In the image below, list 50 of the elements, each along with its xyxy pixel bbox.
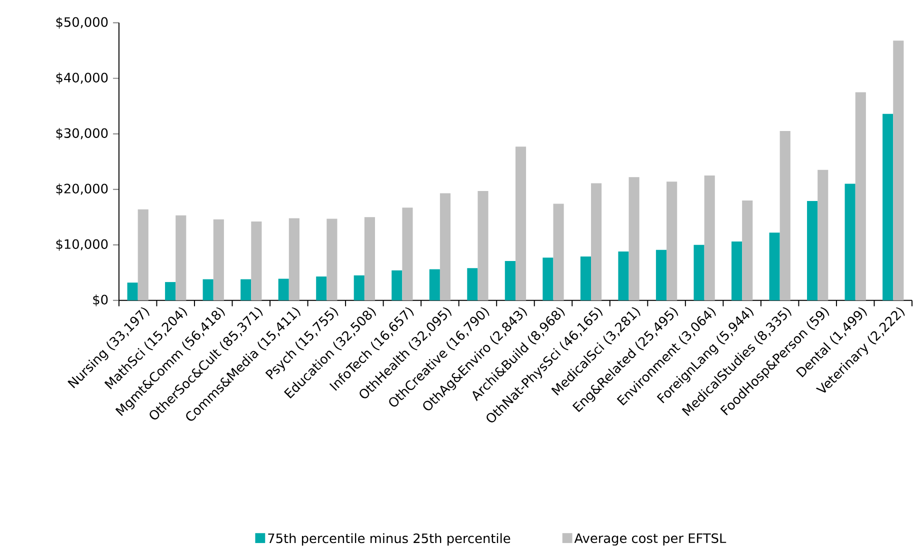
y-tick-label: $0	[93, 294, 108, 306]
y-tick-label: $30,000	[56, 128, 108, 140]
bar	[515, 146, 526, 300]
bar	[656, 250, 667, 300]
y-tick-label: $40,000	[56, 72, 108, 84]
bar	[176, 215, 186, 300]
bar	[504, 260, 516, 300]
bar	[288, 218, 300, 300]
bar	[769, 232, 780, 300]
y-tick-label: $50,000	[56, 16, 108, 29]
y-tick-label: $10,000	[56, 238, 108, 251]
bar	[780, 130, 790, 300]
bar	[316, 276, 327, 300]
bar	[467, 268, 478, 300]
bar	[628, 177, 640, 300]
bar	[251, 221, 262, 300]
bar	[591, 183, 602, 300]
bar	[478, 190, 488, 300]
legend-label: Average cost per EFTSL	[574, 533, 726, 546]
bar	[213, 219, 224, 300]
bar	[704, 175, 715, 300]
bar	[580, 256, 592, 300]
bar	[240, 279, 252, 300]
bar	[278, 278, 289, 300]
bar	[165, 282, 176, 300]
legend-label: 75th percentile minus 25th percentile	[268, 533, 510, 546]
bar	[138, 209, 148, 300]
bar	[402, 208, 413, 300]
bar	[893, 40, 904, 300]
bar	[882, 114, 894, 300]
bar	[553, 204, 564, 300]
bar	[618, 251, 629, 300]
bar	[542, 258, 554, 300]
bar	[807, 200, 818, 300]
bar	[694, 244, 704, 300]
bar	[429, 269, 440, 300]
bar	[818, 170, 828, 300]
bar	[392, 270, 402, 300]
bar	[364, 217, 375, 300]
bar	[326, 218, 338, 300]
bar	[127, 282, 138, 300]
bar	[742, 200, 753, 300]
bar	[440, 193, 451, 300]
bar	[731, 241, 742, 300]
y-tick-label: $20,000	[56, 183, 108, 196]
bar	[202, 279, 214, 300]
bar	[354, 275, 364, 300]
bar	[666, 181, 678, 300]
bar	[855, 92, 866, 300]
bar	[844, 184, 856, 300]
